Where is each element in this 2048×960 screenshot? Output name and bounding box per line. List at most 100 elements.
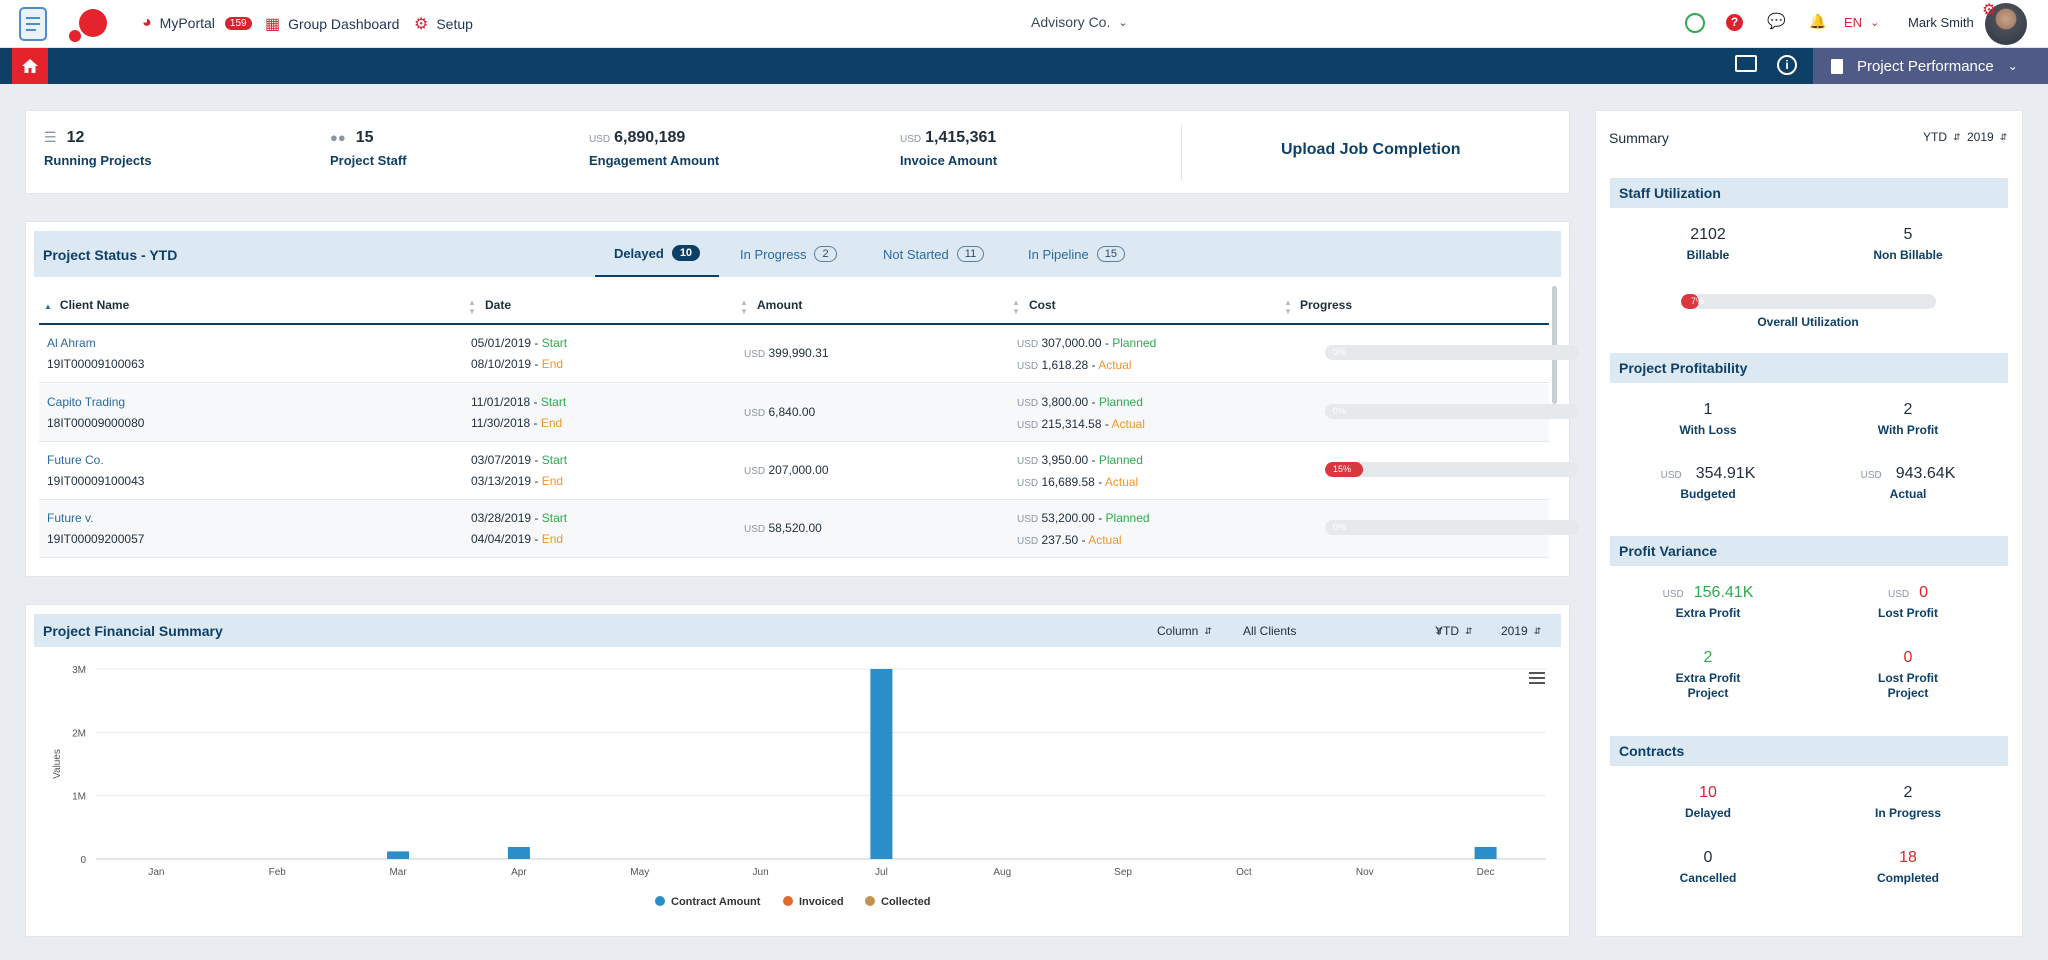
- column-header-cost[interactable]: Cost: [1029, 298, 1056, 312]
- end-label: End: [541, 474, 564, 488]
- end-label: End: [541, 532, 564, 546]
- home-icon: [22, 59, 38, 73]
- x-tick-label: Jan: [148, 867, 164, 878]
- bar-contract-amount: [507, 846, 530, 859]
- kpi-invoice-amount: USD 1,415,361 Invoice Amount: [900, 129, 997, 168]
- my-portal-link[interactable]: ◕ MyPortal 159: [142, 14, 252, 32]
- tab-in-progress[interactable]: In Progress 2: [740, 231, 837, 277]
- chevron-down-icon: ⌄: [1118, 16, 1128, 29]
- help-icon[interactable]: ?: [1726, 14, 1743, 31]
- client-link[interactable]: Future v.: [47, 511, 94, 525]
- home-button[interactable]: [12, 48, 48, 84]
- monitor-icon[interactable]: [1735, 55, 1757, 72]
- tab-in-pipeline[interactable]: In Pipeline 15: [1028, 231, 1125, 277]
- x-tick-label: Jun: [753, 867, 769, 878]
- sort-handle-icon[interactable]: ▲ ▼: [1284, 298, 1292, 316]
- x-tick-label: Dec: [1477, 867, 1495, 878]
- tab-count: 15: [1096, 246, 1125, 262]
- tab-delayed[interactable]: Delayed 10: [595, 231, 719, 277]
- sort-handle-icon[interactable]: ▲ ▼: [1012, 298, 1020, 316]
- tab-not-started[interactable]: Not Started 11: [883, 231, 985, 277]
- table-row[interactable]: Future v. 19IT00009200057 03/28/2019 - Sta…: [39, 500, 1579, 558]
- financial-summary-header: Project Financial Summary Column ⇵ All Cl…: [34, 614, 1561, 647]
- column-header-amount[interactable]: Amount: [757, 298, 803, 312]
- kpi-project-staff: ●● 15 Project Staff: [330, 129, 407, 168]
- table-row[interactable]: Al Ahram 19IT00009100063 05/01/2019 - Star…: [39, 325, 1579, 383]
- start-label: Start: [541, 453, 568, 467]
- setup-link[interactable]: ⚙ Setup: [414, 14, 473, 34]
- summary-card: [1595, 110, 2023, 937]
- project-code: 18IT00009000080: [47, 416, 145, 430]
- sort-handle-icon[interactable]: ▲ ▼: [740, 298, 748, 316]
- currency-label: USD: [1662, 589, 1684, 600]
- group-dashboard-label: Group Dashboard: [288, 16, 400, 32]
- progress-bar: 0%: [1325, 404, 1579, 419]
- sort-handle-icon[interactable]: ▲ ▼: [468, 298, 476, 316]
- progress-bar: 0%: [1325, 345, 1579, 360]
- date-cell: 11/01/2018 - Start 11/30/2018 - End: [471, 395, 567, 430]
- progress-label: 0%: [1333, 347, 1347, 357]
- non-billable-value: 5: [1903, 226, 1913, 243]
- kpi-label: Engagement Amount: [589, 153, 720, 168]
- x-tick-label: Apr: [511, 867, 527, 878]
- tab-label: In Progress: [740, 246, 807, 262]
- project-profitability-header: Project Profitability: [1610, 353, 2008, 383]
- end-label: End: [541, 357, 564, 371]
- bar-contract-amount: [1474, 846, 1497, 859]
- panel-title: Project Financial Summary: [43, 623, 223, 639]
- chart-menu-icon[interactable]: [1529, 672, 1545, 684]
- table-row[interactable]: Future Co. 19IT00009100043 03/07/2019 - St…: [39, 442, 1579, 500]
- user-name[interactable]: Mark Smith: [1908, 15, 1974, 30]
- actual-value: 237.50: [1041, 533, 1079, 547]
- column-header-progress[interactable]: Progress: [1300, 298, 1353, 312]
- y-tick-label: 1M: [72, 792, 86, 803]
- app-logo[interactable]: [14, 4, 110, 44]
- year-select[interactable]: 2019 ⇵: [1501, 624, 1542, 638]
- column-header-client[interactable]: ▲ Client Name: [44, 298, 130, 312]
- clock-icon[interactable]: [1685, 13, 1705, 33]
- select-arrows-icon: ⇵: [1435, 625, 1443, 636]
- lost-profit-stat: USD 0 Lost Profit: [1878, 584, 1938, 620]
- currency-label: USD: [744, 466, 766, 477]
- chart-type-select[interactable]: Column ⇵: [1157, 624, 1212, 638]
- currency-label: USD: [1887, 589, 1910, 600]
- clients-select[interactable]: All Clients ⇵: [1243, 624, 1443, 638]
- cancelled-stat: 0 Cancelled: [1679, 849, 1737, 885]
- legend-item: Contract Amount: [671, 896, 761, 908]
- language-selector[interactable]: EN ⌄: [1844, 15, 1879, 30]
- avatar[interactable]: [1985, 3, 2027, 45]
- table-row[interactable]: Capito Trading 18IT00009000080 11/01/2018 …: [39, 384, 1579, 442]
- x-tick-label: Aug: [993, 867, 1011, 878]
- utilization-fill: 7%: [1681, 294, 1704, 309]
- contracts-header: Contracts: [1610, 736, 2008, 766]
- x-tick-label: Mar: [389, 867, 407, 878]
- company-selector[interactable]: Advisory Co. ⌄: [1031, 14, 1128, 30]
- cost-cell: USD 3,800.00 - Planned USD 215,314.58 - A…: [1017, 395, 1145, 431]
- currency-label: USD: [900, 134, 922, 145]
- period-select[interactable]: YTD ⇵: [1435, 624, 1473, 638]
- end-date: 03/13/2019: [471, 474, 532, 488]
- summary-year-select[interactable]: 2019 ⇵: [1967, 130, 2008, 144]
- cost-cell: USD 53,200.00 - Planned USD 237.50 - Actu…: [1017, 511, 1150, 547]
- x-tick-label: Feb: [269, 867, 287, 878]
- actual-label: Actual: [1088, 533, 1122, 547]
- client-link[interactable]: Al Ahram: [47, 336, 96, 350]
- start-date: 11/01/2018: [471, 395, 531, 409]
- bell-icon[interactable]: 🔔: [1809, 13, 1827, 29]
- settings-gear-icon[interactable]: ⚙: [1982, 2, 1997, 19]
- page-selector[interactable]: Project Performance ⌄: [1813, 48, 2048, 84]
- upload-job-completion-button[interactable]: Upload Job Completion: [1281, 141, 1461, 158]
- client-link[interactable]: Future Co.: [47, 453, 104, 467]
- chevron-down-icon: ⌄: [2007, 59, 2018, 73]
- kpi-divider: [1181, 125, 1182, 181]
- delayed-stat: 10 Delayed: [1684, 784, 1732, 820]
- legend-marker: [783, 896, 793, 906]
- chat-icon[interactable]: 💬: [1767, 13, 1786, 30]
- summary-period-select[interactable]: YTD ⇵: [1923, 130, 1961, 144]
- tab-count: 2: [814, 246, 837, 262]
- group-dashboard-link[interactable]: ▦ Group Dashboard: [265, 14, 399, 34]
- column-header-date[interactable]: Date: [485, 298, 512, 312]
- info-icon[interactable]: i: [1777, 55, 1797, 75]
- client-link[interactable]: Capito Trading: [47, 395, 126, 409]
- amount-value: 58,520.00: [768, 521, 822, 535]
